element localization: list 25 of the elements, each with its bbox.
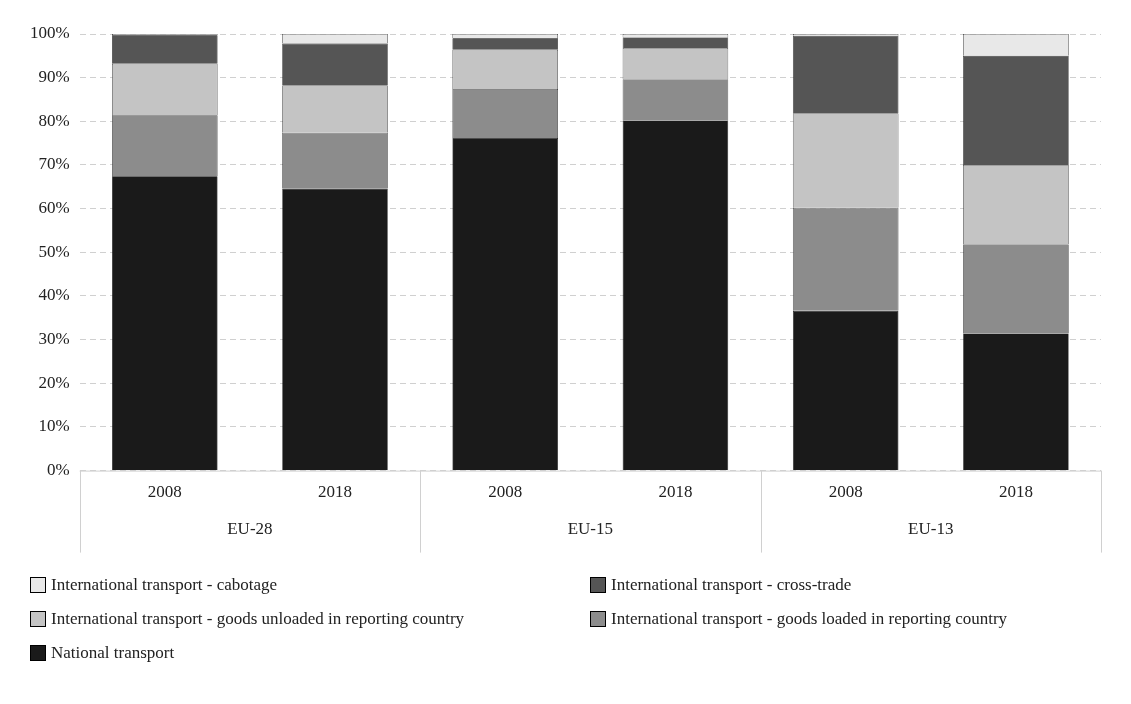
y-tick-label: 90% <box>38 67 70 87</box>
x-tick-label: 2018 <box>658 482 693 502</box>
y-tick-label: 50% <box>38 241 70 261</box>
legend-label: International transport - cross-trade <box>611 575 852 595</box>
text: EU-13 <box>908 519 954 539</box>
y-tick-label: 70% <box>38 154 70 174</box>
legend-label: National transport <box>51 643 175 663</box>
y-tick-label: 40% <box>38 285 70 305</box>
y-tick-label: 80% <box>38 110 70 130</box>
y-tick-label: 100% <box>29 23 70 43</box>
legend-label: International transport - goods loaded in reporting country <box>611 609 1008 629</box>
legend-label: International transport - cabotage <box>51 575 278 595</box>
y-tick-label: 20% <box>38 372 70 392</box>
y-tick-label: 30% <box>38 329 70 349</box>
x-tick-label: 2008 <box>828 482 863 502</box>
x-tick-label: 2008 <box>488 482 523 502</box>
x-tick-label: 2018 <box>318 482 352 502</box>
text: EU-28 <box>227 519 273 539</box>
x-tick-label: 2008 <box>147 482 182 502</box>
y-tick-label: 0% <box>46 460 70 480</box>
y-tick-label: 10% <box>38 416 70 436</box>
legend-label: International transport - goods unloaded in reporting country <box>51 609 465 629</box>
y-tick-label: 60% <box>38 198 70 218</box>
text: EU-15 <box>567 519 613 539</box>
x-tick-label: 2018 <box>998 482 1033 502</box>
